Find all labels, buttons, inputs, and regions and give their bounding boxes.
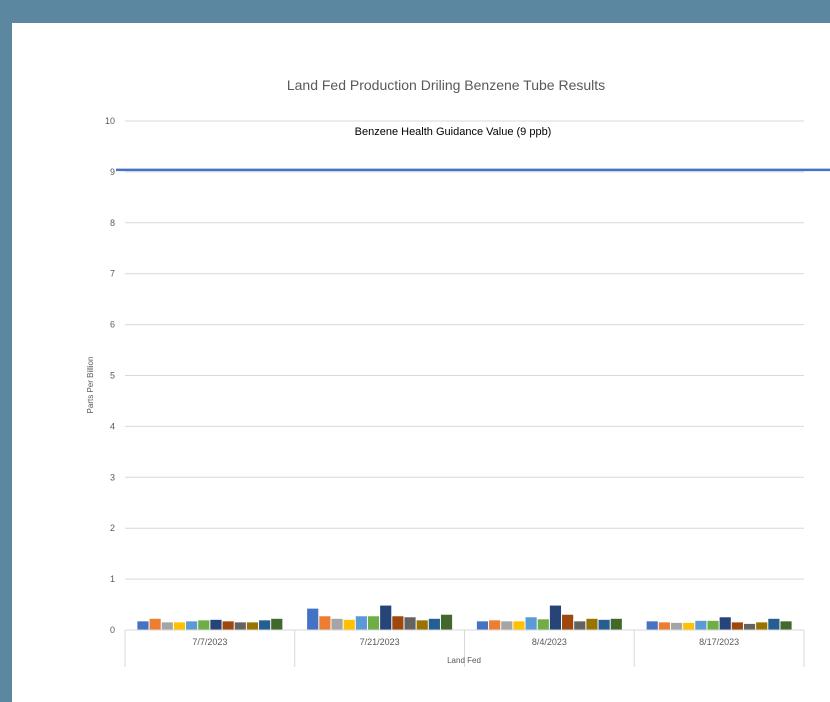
bar [259, 620, 271, 630]
bar [562, 614, 574, 630]
x-tick-label: 8/4/2023 [532, 637, 567, 647]
y-tick-label: 3 [110, 472, 115, 482]
chart-title: Land Fed Production Driling Benzene Tube… [287, 77, 605, 93]
bar [210, 619, 222, 630]
bar [234, 622, 246, 630]
bar [513, 621, 525, 630]
bar [780, 621, 792, 630]
bar [549, 605, 562, 630]
bar [355, 616, 367, 630]
x-axis-title: Land Fed [447, 656, 481, 665]
bar [670, 622, 683, 630]
bar [489, 620, 501, 630]
bar [222, 621, 234, 630]
bar [610, 618, 622, 630]
x-axis: 7/7/2023 7/21/2023 8/4/2023 8/17/2023 [124, 629, 805, 667]
bar [149, 618, 161, 630]
bars [137, 605, 792, 630]
bar [307, 608, 319, 630]
bar [537, 619, 549, 630]
bar [525, 617, 537, 630]
gridlines [125, 120, 804, 580]
bar [646, 621, 658, 630]
y-tick-label: 2 [110, 523, 115, 533]
y-tick-label: 1 [110, 574, 115, 584]
x-tick-label: 7/21/2023 [360, 637, 400, 647]
bar [246, 622, 259, 630]
bar [367, 616, 380, 630]
bar [743, 623, 756, 630]
chart-canvas: Land Fed Production Driling Benzene Tube… [12, 23, 830, 702]
y-tick-labels: 0 1 2 3 4 5 6 7 8 9 10 [105, 116, 115, 635]
bar [428, 618, 440, 630]
x-tick-label: 7/7/2023 [192, 637, 227, 647]
bar [161, 622, 173, 630]
reference-line-label: Benzene Health Guidance Value (9 ppb) [355, 126, 552, 138]
bar [137, 621, 149, 630]
bar [768, 618, 780, 630]
bar [331, 618, 343, 630]
bar [380, 605, 392, 630]
y-tick-label: 7 [110, 269, 115, 279]
bar [731, 622, 743, 630]
y-tick-label: 6 [110, 320, 115, 330]
y-tick-label: 0 [110, 625, 115, 635]
bar [440, 614, 453, 630]
bar [476, 621, 489, 630]
x-tick-label: 8/17/2023 [699, 637, 739, 647]
bar [586, 618, 598, 630]
bar [416, 620, 428, 630]
bar [695, 620, 707, 630]
bar [707, 620, 719, 630]
y-tick-label: 5 [110, 371, 115, 381]
y-tick-label: 4 [110, 421, 115, 431]
bar [343, 619, 355, 630]
y-tick-label: 9 [110, 167, 115, 177]
bar [658, 622, 670, 630]
bar [719, 617, 731, 630]
y-tick-label: 8 [110, 218, 115, 228]
chart-svg: Land Fed Production Driling Benzene Tube… [86, 77, 830, 667]
y-axis-title: Parts Per Billion [86, 357, 95, 414]
bar [756, 622, 768, 630]
bar [574, 621, 586, 630]
bar [501, 621, 513, 630]
bar [186, 621, 198, 630]
bar [198, 620, 210, 630]
bar [392, 616, 404, 630]
bar [271, 618, 283, 630]
bar [683, 622, 695, 630]
bar [404, 617, 416, 630]
y-tick-label: 10 [105, 116, 115, 126]
bar [598, 619, 610, 630]
bar [319, 616, 331, 630]
bar [173, 622, 186, 630]
